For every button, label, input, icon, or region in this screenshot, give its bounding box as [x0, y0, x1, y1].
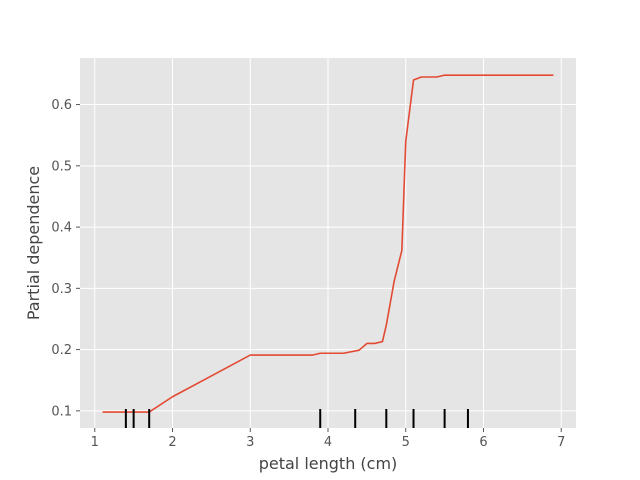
x-tick-label: 3	[246, 435, 254, 450]
y-axis-label: Partial dependence	[24, 166, 43, 320]
y-tick-label: 0.1	[51, 404, 72, 419]
decile-rug	[124, 409, 469, 428]
partial-dependence-line	[102, 74, 554, 413]
x-tick-label: 7	[557, 435, 565, 450]
grid-lines	[80, 58, 576, 428]
x-axis-ticks: 1 2 3 4 5 6 7	[91, 428, 565, 450]
x-axis-label: petal length (cm)	[259, 454, 398, 473]
x-tick-label: 1	[91, 435, 99, 450]
y-tick-label: 0.2	[51, 343, 72, 358]
y-tick-label: 0.3	[51, 282, 72, 297]
y-tick-label: 0.5	[51, 159, 72, 174]
series-layer	[102, 74, 554, 413]
y-tick-label: 0.6	[51, 98, 72, 113]
x-tick-label: 5	[402, 435, 410, 450]
y-tick-label: 0.4	[51, 221, 72, 236]
x-tick-label: 4	[324, 435, 332, 450]
x-tick-label: 2	[168, 435, 176, 450]
y-axis-ticks: 0.1 0.2 0.3 0.4 0.5 0.6	[51, 98, 80, 419]
x-tick-label: 6	[479, 435, 487, 450]
